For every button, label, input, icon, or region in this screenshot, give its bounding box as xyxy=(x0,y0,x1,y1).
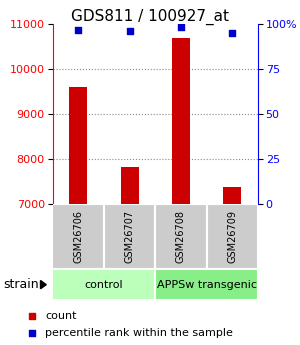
Text: GSM26708: GSM26708 xyxy=(176,210,186,263)
Bar xyxy=(52,269,155,300)
Polygon shape xyxy=(40,280,46,289)
Bar xyxy=(223,187,241,204)
Text: count: count xyxy=(45,311,76,321)
Text: percentile rank within the sample: percentile rank within the sample xyxy=(45,328,233,338)
Bar xyxy=(121,167,139,204)
Text: GSM26707: GSM26707 xyxy=(124,210,135,263)
Text: APPSw transgenic: APPSw transgenic xyxy=(157,280,256,289)
Bar xyxy=(155,204,207,269)
Text: GDS811 / 100927_at: GDS811 / 100927_at xyxy=(71,9,229,25)
Point xyxy=(230,30,235,36)
Bar xyxy=(155,269,258,300)
Bar xyxy=(172,38,190,204)
Text: GSM26706: GSM26706 xyxy=(73,210,83,263)
Bar xyxy=(207,204,258,269)
Bar xyxy=(69,87,87,204)
Text: GSM26709: GSM26709 xyxy=(227,210,237,263)
Text: control: control xyxy=(85,280,123,289)
Point xyxy=(76,27,81,32)
Point xyxy=(29,313,34,318)
Bar xyxy=(52,204,104,269)
Bar xyxy=(104,204,155,269)
Point xyxy=(29,330,34,336)
Point xyxy=(178,24,183,30)
Point xyxy=(127,29,132,34)
Text: strain: strain xyxy=(3,278,39,291)
